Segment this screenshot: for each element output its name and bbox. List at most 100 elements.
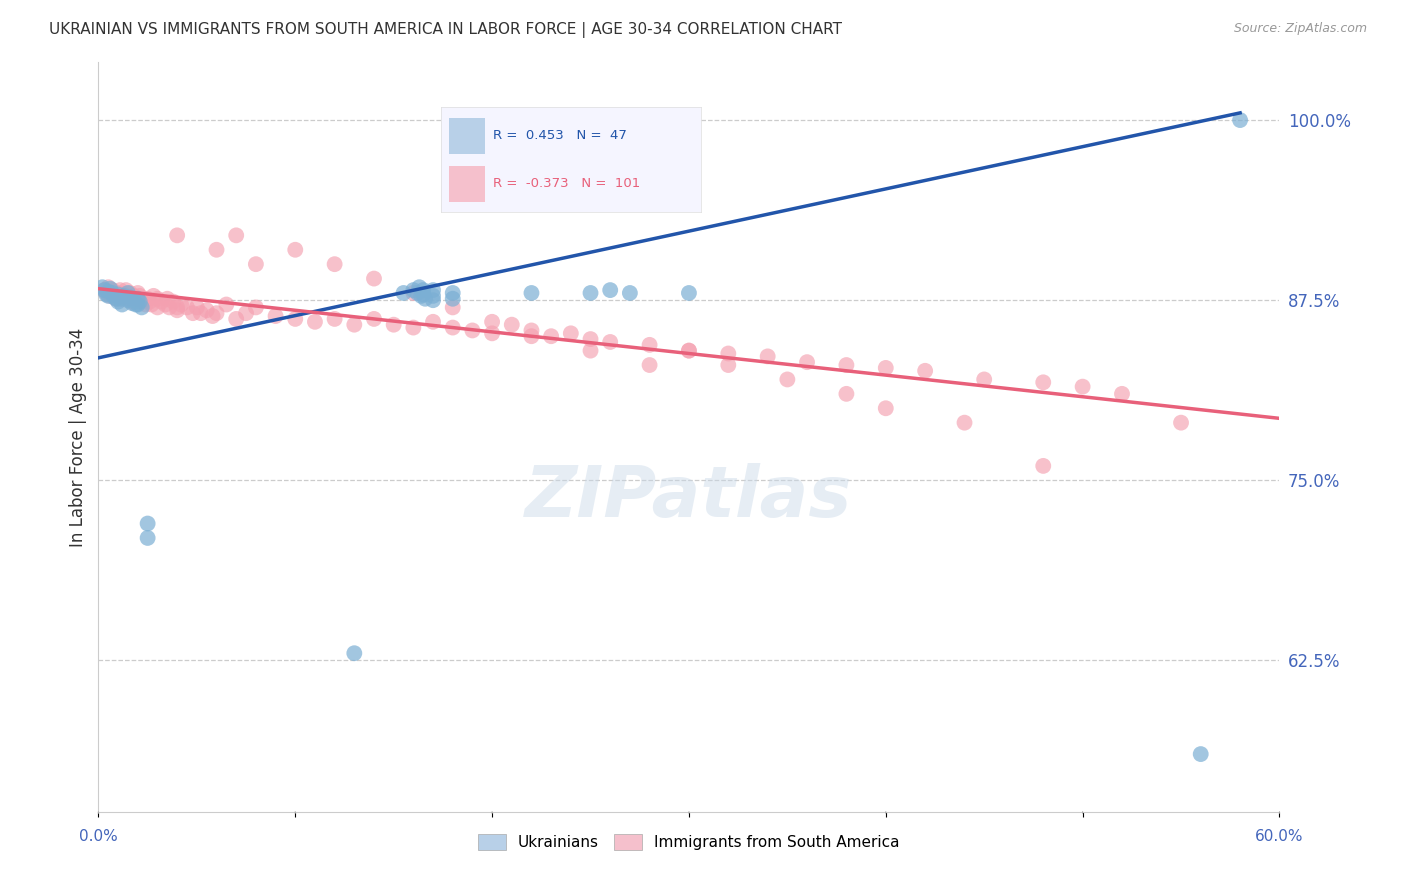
Point xyxy=(97,285,120,299)
Point xyxy=(201,309,224,323)
Point xyxy=(97,280,120,294)
Point xyxy=(93,283,115,297)
Point xyxy=(122,293,145,308)
Point xyxy=(441,285,464,300)
Text: 0.0%: 0.0% xyxy=(79,829,118,844)
Point xyxy=(128,294,150,309)
Point xyxy=(195,303,218,318)
Point xyxy=(131,301,153,315)
Point xyxy=(118,285,141,300)
Point xyxy=(1032,376,1054,390)
Point xyxy=(441,320,464,334)
Point xyxy=(112,287,135,301)
Text: ZIPatlas: ZIPatlas xyxy=(526,463,852,532)
Point xyxy=(264,309,287,323)
Point xyxy=(717,346,740,360)
Point xyxy=(914,364,936,378)
Point xyxy=(835,387,858,401)
Point xyxy=(245,301,267,315)
Point xyxy=(131,294,153,309)
Point xyxy=(599,283,621,297)
Point xyxy=(127,292,149,306)
Point xyxy=(166,303,188,318)
Point xyxy=(107,294,129,309)
Point xyxy=(323,312,346,326)
Point xyxy=(136,516,159,531)
Point xyxy=(150,294,173,309)
Point xyxy=(441,292,464,306)
Point xyxy=(111,297,134,311)
Point xyxy=(579,332,602,346)
Point xyxy=(112,289,135,303)
Point xyxy=(422,283,444,297)
Point xyxy=(111,292,134,306)
Point xyxy=(441,301,464,315)
Point xyxy=(413,292,436,306)
Point xyxy=(1071,379,1094,393)
Point xyxy=(142,289,165,303)
Point xyxy=(166,228,188,243)
Point xyxy=(176,301,198,315)
Point xyxy=(363,312,385,326)
Point xyxy=(402,283,425,297)
Point xyxy=(141,297,163,311)
Point xyxy=(108,283,131,297)
Legend: Ukrainians, Immigrants from South America: Ukrainians, Immigrants from South Americ… xyxy=(472,829,905,856)
Point xyxy=(125,297,148,311)
Point xyxy=(121,294,143,309)
Point xyxy=(481,315,503,329)
Point xyxy=(205,243,228,257)
Point xyxy=(520,285,543,300)
Point xyxy=(136,531,159,545)
Point xyxy=(875,401,897,416)
Point xyxy=(107,289,129,303)
Point xyxy=(121,296,143,310)
Point xyxy=(127,292,149,306)
Point xyxy=(146,301,169,315)
Point xyxy=(190,306,212,320)
Point xyxy=(973,372,995,386)
Point xyxy=(343,318,366,332)
Point xyxy=(382,318,405,332)
Point xyxy=(107,285,129,300)
Point xyxy=(638,358,661,372)
Point xyxy=(235,306,257,320)
Point xyxy=(146,292,169,306)
Point xyxy=(103,287,125,301)
Point xyxy=(408,280,430,294)
Point xyxy=(481,326,503,341)
Point xyxy=(412,287,434,301)
Point xyxy=(132,292,155,306)
Point xyxy=(205,306,228,320)
Point xyxy=(138,294,160,309)
Point xyxy=(181,306,204,320)
Point xyxy=(225,228,247,243)
Point xyxy=(117,285,139,300)
Point xyxy=(1170,416,1192,430)
Point xyxy=(422,289,444,303)
Point xyxy=(1229,113,1251,128)
Point xyxy=(157,301,180,315)
Text: UKRAINIAN VS IMMIGRANTS FROM SOUTH AMERICA IN LABOR FORCE | AGE 30-34 CORRELATIO: UKRAINIAN VS IMMIGRANTS FROM SOUTH AMERI… xyxy=(49,22,842,38)
Point xyxy=(392,285,415,300)
Point xyxy=(343,646,366,660)
Y-axis label: In Labor Force | Age 30-34: In Labor Force | Age 30-34 xyxy=(69,327,87,547)
Point xyxy=(875,360,897,375)
Point xyxy=(245,257,267,271)
Point xyxy=(717,358,740,372)
Point xyxy=(136,292,159,306)
Point xyxy=(599,334,621,349)
Point xyxy=(156,292,179,306)
Point xyxy=(284,243,307,257)
Point xyxy=(638,338,661,352)
Point xyxy=(98,282,121,296)
Point xyxy=(96,287,118,301)
Point xyxy=(105,292,128,306)
Point xyxy=(560,326,582,341)
Point xyxy=(96,285,118,300)
Point xyxy=(186,301,208,315)
Point xyxy=(520,323,543,337)
Point xyxy=(1032,458,1054,473)
Point xyxy=(422,293,444,308)
Point xyxy=(93,283,115,297)
